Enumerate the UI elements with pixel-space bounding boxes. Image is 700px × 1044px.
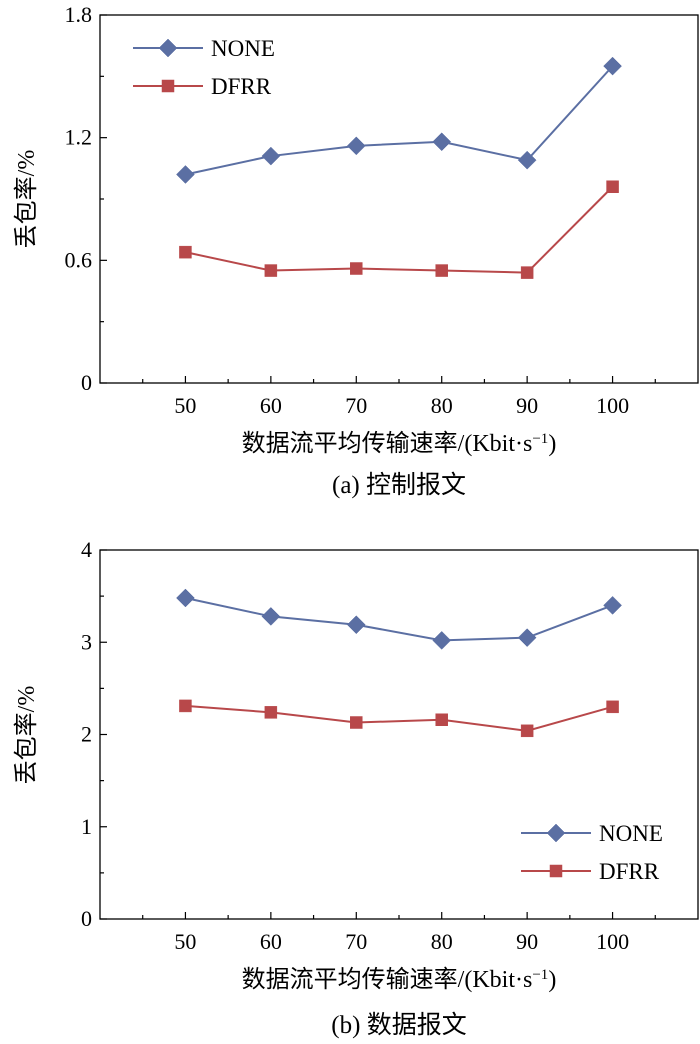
y-tick-label: 1: [81, 814, 92, 839]
y-tick-label: 3: [81, 629, 92, 654]
x-axis-label-sup: −1: [532, 431, 548, 447]
data-point-dfrr: [520, 724, 534, 738]
data-point-none: [346, 615, 366, 635]
chart-panel-a: 0 0.6 1.2 1.8 50 60 70 80 90 100 NONE DFRR 丢包率/% 数…: [13, 2, 699, 499]
y-tick-label: 0.6: [65, 247, 93, 272]
series-line-none: [185, 65, 614, 176]
x-axis-label-main: 数据流平均传输速率/(Kbit·s: [242, 966, 533, 993]
x-tick-label: 60: [260, 393, 282, 418]
x-tick-label: 80: [431, 929, 453, 954]
x-tick-label: 100: [596, 393, 629, 418]
x-tick-label: 80: [431, 393, 453, 418]
y-axis-label: 丢包率/%: [13, 686, 40, 785]
x-axis-label-main: 数据流平均传输速率/(Kbit·s: [242, 430, 533, 457]
data-point-none: [261, 607, 281, 626]
y-tick-label: 2: [81, 722, 92, 747]
chart-ticks: 0 1 2 3 4 50 60 70 80 90 100: [81, 537, 656, 954]
legend-marker-dfrr: [161, 79, 175, 93]
legend: NONE DFRR: [521, 821, 663, 884]
legend-label-none: NONE: [211, 36, 275, 61]
y-axis-label: 丢包率/%: [13, 150, 40, 249]
x-tick-label: 70: [345, 929, 367, 954]
x-axis-label: 数据流平均传输速率/(Kbit·s−1): [242, 430, 557, 457]
data-point-dfrr: [179, 699, 192, 713]
data-point-dfrr: [520, 266, 534, 279]
x-axis-label: 数据流平均传输速率/(Kbit·s−1): [242, 966, 557, 993]
data-point-none: [517, 150, 537, 170]
legend-label-dfrr: DFRR: [599, 859, 660, 884]
x-tick-label: 90: [516, 929, 538, 954]
data-point-none: [346, 136, 366, 156]
data-point-none: [432, 132, 452, 152]
legend-label-none: NONE: [599, 821, 663, 846]
data-point-dfrr: [435, 264, 448, 277]
x-tick-label: 100: [596, 929, 629, 954]
data-point-dfrr: [350, 262, 363, 275]
y-tick-label: 0: [81, 906, 92, 931]
x-axis-label-end: ): [548, 967, 556, 993]
chart-marks: [176, 56, 622, 279]
legend-marker-dfrr: [549, 864, 563, 878]
x-tick-label: 70: [345, 393, 367, 418]
legend-label-dfrr: DFRR: [211, 74, 272, 99]
panel-caption: (a) 控制报文: [332, 471, 466, 499]
data-point-dfrr: [264, 706, 278, 719]
data-point-dfrr: [179, 245, 192, 259]
y-tick-label: 1.2: [65, 125, 93, 150]
chart-marks: [176, 588, 622, 738]
legend: NONE DFRR: [133, 36, 275, 99]
legend-marker-none: [546, 823, 566, 843]
x-tick-label: 60: [260, 929, 282, 954]
legend-marker-none: [158, 38, 178, 58]
data-point-dfrr: [435, 713, 448, 726]
data-point-none: [261, 146, 281, 166]
series-line-dfrr: [185, 186, 614, 274]
data-point-none: [432, 631, 452, 650]
y-tick-label: 0: [81, 370, 92, 395]
data-point-none: [176, 165, 195, 184]
x-axis-label-end: ): [548, 431, 556, 457]
y-tick-label: 1.8: [65, 2, 93, 27]
data-point-none: [176, 588, 195, 608]
chart-panel-b: 0 1 2 3 4 50 60 70 80 90 100 NONE DFRR 丢包率/% 数据流平均传…: [13, 537, 699, 1039]
data-point-dfrr: [606, 700, 619, 714]
data-point-dfrr: [350, 716, 363, 729]
data-point-none: [603, 595, 622, 615]
data-point-none: [603, 56, 622, 76]
series-line-dfrr: [185, 704, 613, 732]
series-line-none: [185, 596, 613, 642]
x-tick-label: 50: [174, 393, 196, 418]
x-axis-label-sup: −1: [532, 967, 548, 983]
panel-caption: (b) 数据报文: [331, 1011, 466, 1039]
data-point-dfrr: [264, 264, 278, 277]
x-tick-label: 50: [174, 929, 196, 954]
y-tick-label: 4: [81, 537, 92, 562]
data-point-dfrr: [606, 180, 619, 193]
data-point-none: [517, 628, 537, 647]
chart-ticks: 0 0.6 1.2 1.8 50 60 70 80 90 100: [65, 2, 656, 418]
x-tick-label: 90: [516, 393, 538, 418]
